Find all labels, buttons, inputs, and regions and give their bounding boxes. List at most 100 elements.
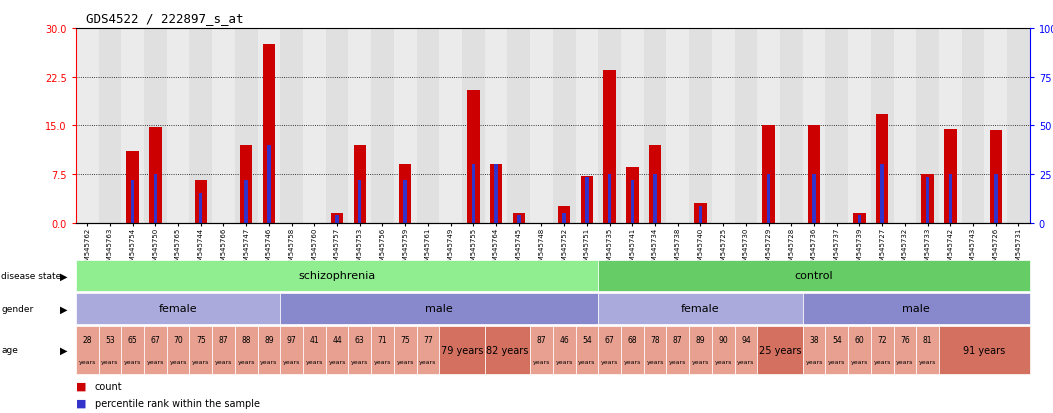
Bar xyxy=(802,293,1030,324)
Bar xyxy=(258,326,280,374)
Bar xyxy=(848,29,871,223)
Bar xyxy=(76,29,99,223)
Bar xyxy=(558,207,571,223)
Bar xyxy=(212,29,235,223)
Bar xyxy=(280,326,303,374)
Bar xyxy=(735,29,757,223)
Bar xyxy=(76,260,598,291)
Text: years: years xyxy=(578,359,596,364)
Bar xyxy=(530,29,553,223)
Text: 63: 63 xyxy=(355,335,364,344)
Bar xyxy=(258,29,280,223)
Bar xyxy=(621,29,643,223)
Text: 94: 94 xyxy=(741,335,751,344)
Bar xyxy=(780,29,802,223)
Text: gender: gender xyxy=(1,304,34,313)
Text: 67: 67 xyxy=(604,335,615,344)
Bar xyxy=(808,126,820,223)
Bar xyxy=(166,29,190,223)
Text: years: years xyxy=(737,359,755,364)
Bar xyxy=(371,29,394,223)
Text: 70: 70 xyxy=(173,335,183,344)
Text: years: years xyxy=(305,359,323,364)
Bar xyxy=(371,326,394,374)
Bar xyxy=(354,145,366,223)
Text: ▶: ▶ xyxy=(60,304,67,314)
Text: years: years xyxy=(851,359,868,364)
Bar xyxy=(712,29,735,223)
Bar xyxy=(303,326,325,374)
Bar xyxy=(417,29,439,223)
Text: schizophrenia: schizophrenia xyxy=(298,271,376,281)
Text: years: years xyxy=(692,359,709,364)
Bar xyxy=(926,178,930,223)
Bar xyxy=(598,293,802,324)
Bar xyxy=(325,29,349,223)
Bar xyxy=(144,326,166,374)
Bar xyxy=(144,29,166,223)
Text: 78: 78 xyxy=(651,335,660,344)
Bar xyxy=(585,178,589,223)
Bar xyxy=(240,145,253,223)
Text: female: female xyxy=(681,304,720,314)
Bar xyxy=(598,260,1030,291)
Bar xyxy=(757,29,780,223)
Text: male: male xyxy=(902,304,930,314)
Text: 91 years: 91 years xyxy=(963,345,1006,355)
Text: 65: 65 xyxy=(127,335,138,344)
Text: ▶: ▶ xyxy=(60,271,67,281)
Text: years: years xyxy=(101,359,119,364)
Text: years: years xyxy=(79,359,96,364)
Bar xyxy=(166,326,190,374)
Bar xyxy=(916,29,939,223)
Text: years: years xyxy=(260,359,278,364)
Text: years: years xyxy=(806,359,822,364)
Text: 75: 75 xyxy=(196,335,205,344)
Text: years: years xyxy=(351,359,369,364)
Bar xyxy=(580,176,593,223)
Bar xyxy=(358,181,361,223)
Bar xyxy=(76,326,99,374)
Bar xyxy=(99,326,121,374)
Bar xyxy=(76,293,280,324)
Bar xyxy=(826,29,848,223)
Bar xyxy=(517,215,520,223)
Bar xyxy=(990,131,1002,223)
Text: 71: 71 xyxy=(378,335,388,344)
Bar xyxy=(126,152,139,223)
Bar xyxy=(462,29,484,223)
Bar xyxy=(916,326,939,374)
Bar xyxy=(331,213,343,223)
Bar xyxy=(985,29,1007,223)
Bar xyxy=(403,181,406,223)
Bar xyxy=(394,29,417,223)
Bar xyxy=(553,29,576,223)
Bar xyxy=(399,165,412,223)
Text: years: years xyxy=(419,359,437,364)
Bar xyxy=(598,29,621,223)
Bar xyxy=(826,326,848,374)
Bar xyxy=(876,114,889,223)
Bar xyxy=(653,174,657,223)
Bar xyxy=(945,129,956,223)
Bar xyxy=(325,326,349,374)
Bar xyxy=(472,165,475,223)
Text: 54: 54 xyxy=(832,335,841,344)
Bar xyxy=(871,326,894,374)
Bar xyxy=(802,29,826,223)
Bar xyxy=(190,29,212,223)
Text: 76: 76 xyxy=(900,335,910,344)
Bar xyxy=(235,29,258,223)
Bar xyxy=(921,174,934,223)
Text: age: age xyxy=(1,346,18,354)
Bar xyxy=(598,326,621,374)
Bar xyxy=(131,181,135,223)
Bar xyxy=(553,326,576,374)
Bar xyxy=(335,215,339,223)
Bar xyxy=(853,213,866,223)
Text: years: years xyxy=(896,359,914,364)
Text: 77: 77 xyxy=(423,335,433,344)
Bar xyxy=(439,326,484,374)
Text: years: years xyxy=(374,359,391,364)
Bar xyxy=(439,29,462,223)
